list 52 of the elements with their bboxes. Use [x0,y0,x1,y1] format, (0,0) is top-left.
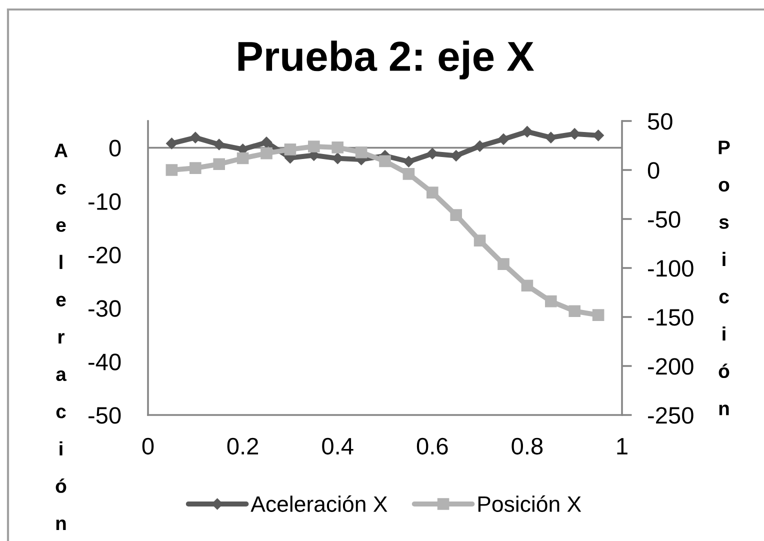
point [213,158,226,170]
point [568,305,581,318]
point [284,144,296,156]
y-tick-label: 0 [109,140,121,157]
y-tick-label: -40 [88,354,121,370]
point [190,132,202,144]
point [355,146,368,158]
point [236,152,249,164]
point [402,168,415,180]
text: Aceleración [54,144,68,530]
y2-tick-label: -100 [648,260,694,277]
x-tick-label: 0.2 [227,438,258,455]
point [166,164,178,176]
point [260,147,272,160]
x-tick-label: 0 [142,438,154,455]
point [379,155,391,168]
point [166,138,178,150]
point [498,258,510,270]
point [521,280,534,292]
point [189,162,202,174]
point [450,209,462,221]
x-tick-label: 1 [617,438,628,454]
point [545,132,557,144]
text: Posición [718,140,730,416]
y-tick-label: -50 [88,407,121,424]
y-tick-label: -10 [88,193,121,210]
y2-tick-label: -50 [648,211,680,228]
chart-title: Prueba 2: eje X [238,40,534,80]
point [522,126,533,138]
y2-tick-label: 50 [648,113,672,130]
point [474,234,486,246]
point [332,142,344,154]
legend-label: Posición X [478,495,582,512]
x-tick-label: 0.6 [416,438,448,455]
y2-tick-label: -250 [648,407,694,424]
point [308,140,320,152]
x-tick-label: 0.8 [512,438,543,455]
y-tick-label: -20 [88,246,121,264]
point [498,134,510,145]
point [474,140,486,152]
x-tick-label: 0.4 [322,438,354,455]
point [592,309,604,321]
point [426,186,438,198]
point [403,156,414,168]
legend-label: Aceleración X [250,495,388,512]
point [544,295,557,308]
y2-tick-label: 0 [648,162,660,179]
y-tick-label: -30 [88,300,121,317]
y2-tick-label: -200 [648,358,694,375]
point [260,136,272,148]
y2-tick-label: -150 [648,309,694,326]
point [213,138,225,150]
